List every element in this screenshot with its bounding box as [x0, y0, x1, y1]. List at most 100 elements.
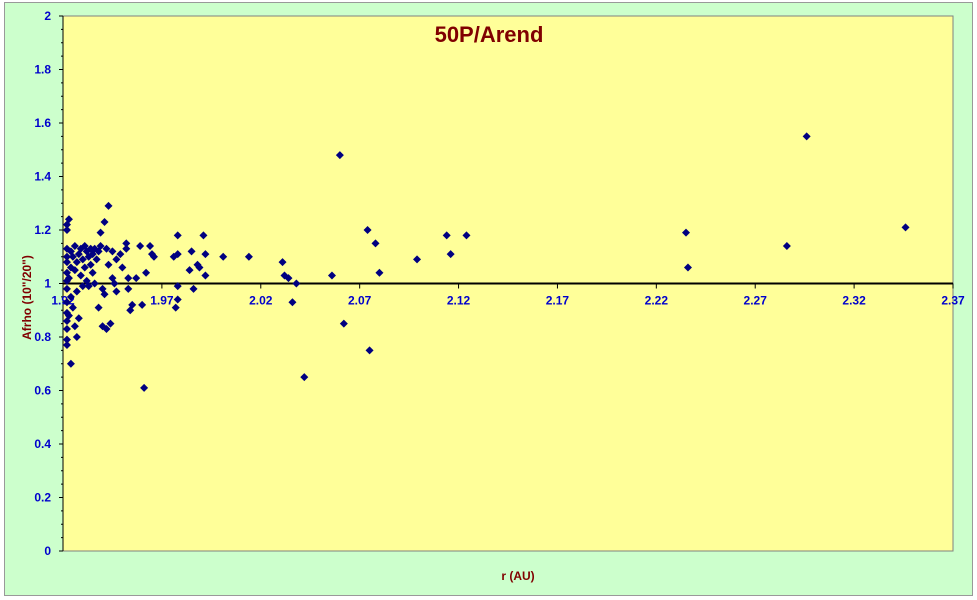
data-point	[118, 263, 127, 272]
x-axis: 1.92 1.97 2.02 2.07 2.12 2.17 2.22 2.27 2.32 2.37	[51, 282, 965, 308]
data-points	[62, 132, 910, 392]
data-point	[802, 132, 811, 141]
data-point	[116, 250, 125, 259]
y-tick-label: 0.6	[34, 384, 51, 398]
y-tick-label: 1.2	[34, 223, 51, 237]
data-point	[136, 242, 145, 251]
data-point	[462, 231, 471, 240]
data-point	[112, 255, 121, 264]
data-point	[375, 268, 384, 277]
data-point	[84, 282, 93, 291]
data-point	[70, 266, 79, 275]
data-point	[413, 255, 422, 264]
data-point	[94, 303, 103, 312]
data-point	[371, 239, 380, 248]
data-point	[104, 260, 113, 269]
data-point	[64, 215, 73, 224]
data-point	[96, 228, 105, 237]
data-point	[327, 271, 336, 280]
y-tick-label: 1.4	[34, 170, 51, 184]
data-point	[70, 322, 79, 331]
data-point	[62, 258, 71, 267]
data-point	[278, 258, 287, 267]
data-point	[219, 252, 228, 261]
x-tick-label: 1.97	[150, 294, 174, 308]
data-point	[365, 346, 374, 355]
x-axis-title: r (AU)	[501, 569, 534, 583]
data-point	[201, 250, 210, 259]
x-tick-label: 2.32	[842, 294, 866, 308]
data-point	[106, 319, 115, 328]
data-point	[782, 242, 791, 251]
data-point	[442, 231, 451, 240]
data-point	[102, 244, 111, 253]
data-point	[80, 263, 89, 272]
data-point	[187, 247, 196, 256]
data-point	[72, 287, 81, 296]
data-point	[146, 242, 155, 251]
data-point	[100, 217, 109, 226]
data-point	[72, 258, 81, 267]
data-point	[124, 284, 133, 293]
data-point	[62, 341, 71, 350]
data-point	[88, 268, 97, 277]
y-tick-label: 0	[44, 544, 51, 558]
data-point	[96, 242, 105, 251]
data-point	[363, 226, 372, 234]
data-point	[173, 295, 182, 304]
data-point	[339, 319, 348, 328]
data-point	[128, 300, 137, 309]
data-point	[66, 292, 75, 301]
data-point	[104, 201, 113, 210]
data-point	[173, 250, 182, 259]
data-point	[173, 282, 182, 291]
y-tick-label: 1.8	[34, 63, 51, 77]
data-point	[62, 226, 71, 234]
data-point	[64, 311, 73, 320]
data-point	[62, 324, 71, 333]
data-point	[189, 284, 198, 293]
data-point	[100, 290, 109, 299]
data-point	[201, 271, 210, 280]
y-tick-label: 2	[44, 9, 51, 23]
data-point	[78, 255, 87, 264]
data-point	[682, 228, 690, 237]
y-axis-title: Afrho (10"/20")	[20, 255, 34, 340]
data-point	[142, 268, 151, 277]
data-point	[68, 252, 77, 261]
data-point	[70, 242, 79, 251]
data-point	[140, 383, 149, 392]
data-point	[132, 274, 141, 283]
chart-title: 50P/Arend	[435, 22, 544, 47]
x-tick-label: 2.02	[249, 294, 273, 308]
data-point	[335, 151, 344, 160]
data-point	[300, 373, 309, 382]
data-point	[62, 284, 71, 293]
data-point	[74, 314, 83, 323]
data-point	[86, 260, 95, 269]
data-point	[195, 263, 204, 272]
y-tick-label: 0.8	[34, 330, 51, 344]
x-tick-label: 2.17	[546, 294, 570, 308]
y-axis: 0 0.2 0.4 0.6 0.8 1 1.2 1.4 1.6 1.8 2	[34, 9, 64, 558]
data-point	[292, 279, 301, 288]
data-point	[64, 274, 73, 283]
x-tick-label: 2.07	[348, 294, 372, 308]
x-tick-label: 2.27	[744, 294, 768, 308]
data-point	[122, 244, 131, 253]
data-point	[72, 333, 81, 341]
data-point	[124, 274, 133, 283]
data-point	[284, 274, 293, 283]
data-point	[90, 279, 99, 288]
data-point	[148, 250, 156, 259]
data-point	[76, 271, 85, 280]
x-tick-label: 2.37	[941, 294, 965, 308]
data-point	[901, 223, 910, 232]
data-point	[244, 252, 253, 261]
data-point	[199, 231, 208, 240]
data-point	[66, 359, 75, 368]
data-point	[149, 252, 158, 261]
y-tick-label: 1	[44, 277, 51, 291]
data-point	[102, 324, 111, 333]
data-point	[68, 303, 77, 312]
